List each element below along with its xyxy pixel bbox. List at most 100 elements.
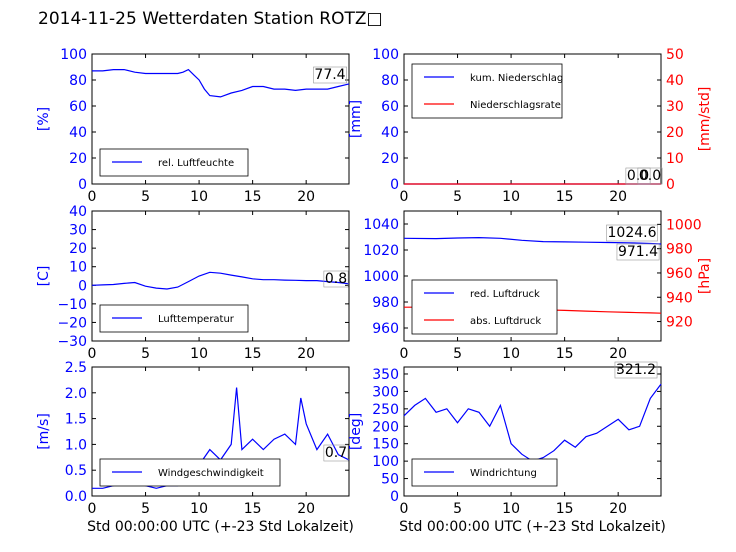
plot-frame bbox=[91, 210, 350, 342]
x-tick-label: 10 bbox=[502, 501, 520, 517]
y-axis-label: [%] bbox=[36, 107, 52, 131]
x-axis-label: Std 00:00:00 UTC (+-23 Std Lokalzeit) bbox=[399, 519, 666, 535]
y2-axis-label: [mm/std] bbox=[697, 87, 713, 152]
series-line bbox=[403, 236, 662, 245]
y2-tick-label: 40 bbox=[666, 73, 684, 89]
legend-label: abs. Luftdruck bbox=[470, 316, 541, 327]
y-tick-label: 0 bbox=[78, 278, 87, 294]
y-tick-label: 40 bbox=[69, 204, 87, 220]
value-annotation: 1024.6 bbox=[608, 225, 657, 241]
y-tick-label: 2.0 bbox=[65, 386, 87, 402]
annotation-box bbox=[313, 66, 347, 84]
y-tick-label: 60 bbox=[381, 99, 399, 115]
y-tick-label: 980 bbox=[372, 295, 399, 311]
y2-tick-label: 960 bbox=[666, 266, 693, 282]
legend-box bbox=[411, 279, 558, 335]
x-tick-label: 10 bbox=[502, 189, 520, 205]
value-annotation: 77.4 bbox=[314, 67, 345, 83]
x-tick-label: 10 bbox=[190, 346, 208, 362]
y-tick-label: 1020 bbox=[363, 243, 399, 259]
y-tick-label: −30 bbox=[57, 334, 87, 350]
legend-label: Windrichtung bbox=[470, 468, 537, 479]
y-axis-label: [m/s] bbox=[36, 413, 52, 450]
y-tick-label: 350 bbox=[372, 367, 399, 383]
y-tick-label: 250 bbox=[372, 402, 399, 418]
y-tick-label: 30 bbox=[69, 223, 87, 239]
annotation-box bbox=[323, 444, 349, 462]
y2-tick-label: 30 bbox=[666, 99, 684, 115]
subplot-windspeed: 0 5 10 15 20 0.0 0.5 1.0 1.5 2.0 2.5 [m/s] Std 00:00… bbox=[36, 360, 354, 535]
x-tick-label: 15 bbox=[556, 346, 574, 362]
y-tick-label: 0 bbox=[390, 177, 399, 193]
y2-axis-label: [hPa] bbox=[697, 258, 713, 294]
y2-tick-label: 940 bbox=[666, 290, 693, 306]
x-tick-label: 0 bbox=[88, 189, 97, 205]
legend-label: red. Luftdruck bbox=[470, 289, 540, 300]
x-tick-label: 15 bbox=[556, 189, 574, 205]
x-tick-label: 15 bbox=[556, 501, 574, 517]
x-tick-label: 20 bbox=[297, 189, 315, 205]
x-tick-label: 0 bbox=[88, 346, 97, 362]
legend-label: kum. Niederschlag bbox=[470, 73, 563, 84]
y2-tick-label: 50 bbox=[666, 47, 684, 63]
x-tick-label: 15 bbox=[244, 189, 262, 205]
y-tick-label: 100 bbox=[372, 47, 399, 63]
x-tick-label: 0 bbox=[400, 346, 409, 362]
y-axis-label: [deg] bbox=[348, 413, 364, 450]
plot-frame bbox=[91, 53, 350, 185]
annotation-box bbox=[616, 243, 660, 261]
subplot-pressure: 0 5 10 15 20 960 980 1000 1020 1040 920 940 960 980 10… bbox=[363, 210, 713, 362]
y-tick-label: 960 bbox=[372, 321, 399, 337]
y-tick-label: 50 bbox=[381, 472, 399, 488]
y-tick-label: 0.5 bbox=[65, 463, 87, 479]
x-tick-label: 5 bbox=[141, 501, 150, 517]
x-tick-label: 15 bbox=[244, 501, 262, 517]
annotation-box bbox=[606, 224, 658, 242]
y-tick-label: 40 bbox=[69, 125, 87, 141]
x-tick-label: 5 bbox=[141, 189, 150, 205]
y-tick-label: 20 bbox=[69, 241, 87, 257]
plot-frame bbox=[91, 366, 350, 497]
x-axis-label: Std 00:00:00 UTC (+-23 Std Lokalzeit) bbox=[87, 519, 354, 535]
series-line bbox=[91, 271, 350, 290]
y-tick-label: 2.5 bbox=[65, 360, 87, 376]
x-tick-label: 20 bbox=[609, 189, 627, 205]
y2-tick-label: 20 bbox=[666, 125, 684, 141]
y-tick-label: 0.0 bbox=[65, 489, 87, 505]
x-tick-label: 15 bbox=[244, 346, 262, 362]
value-annotation: 0.7 bbox=[325, 445, 347, 461]
annotation-box bbox=[637, 167, 663, 185]
y-tick-label: 0 bbox=[78, 177, 87, 193]
series-line bbox=[403, 383, 662, 462]
x-tick-label: 5 bbox=[453, 189, 462, 205]
y-tick-label: 40 bbox=[381, 125, 399, 141]
x-tick-label: 10 bbox=[190, 501, 208, 517]
y-tick-label: 300 bbox=[372, 384, 399, 400]
y-tick-label: 1000 bbox=[363, 269, 399, 285]
value-annotation: 971.4 bbox=[618, 244, 658, 260]
plot-frame bbox=[403, 366, 662, 497]
value-annotation: 321.2 bbox=[616, 362, 656, 378]
subplot-precipitation: 0 5 10 15 20 0 20 40 60 80 100 0 10 20 30 40 50 [mm] [mm/s… bbox=[348, 47, 713, 205]
y-tick-label: 0 bbox=[390, 489, 399, 505]
y-tick-label: 20 bbox=[381, 151, 399, 167]
x-tick-label: 10 bbox=[190, 189, 208, 205]
x-tick-label: 20 bbox=[609, 346, 627, 362]
x-tick-label: 10 bbox=[502, 346, 520, 362]
y-tick-label: 100 bbox=[60, 47, 87, 63]
y-tick-label: 80 bbox=[381, 73, 399, 89]
x-tick-label: 0 bbox=[88, 501, 97, 517]
subplot-humidity: 0 5 10 15 20 0 20 40 60 80 100 [%] rel. Luftfeuchte 7… bbox=[36, 47, 350, 205]
figure-title: 2014-11-25 Wetterdaten Station ROTZ□ bbox=[38, 9, 383, 29]
y-tick-label: −10 bbox=[57, 297, 87, 313]
x-tick-label: 5 bbox=[453, 346, 462, 362]
y-tick-label: 10 bbox=[69, 260, 87, 276]
legend-box bbox=[99, 458, 281, 487]
annotation-box bbox=[614, 361, 658, 379]
x-tick-label: 20 bbox=[297, 501, 315, 517]
y-tick-label: 80 bbox=[69, 73, 87, 89]
y-tick-label: 1.0 bbox=[65, 437, 87, 453]
y-tick-label: 100 bbox=[372, 454, 399, 470]
legend-label: Lufttemperatur bbox=[158, 314, 235, 325]
